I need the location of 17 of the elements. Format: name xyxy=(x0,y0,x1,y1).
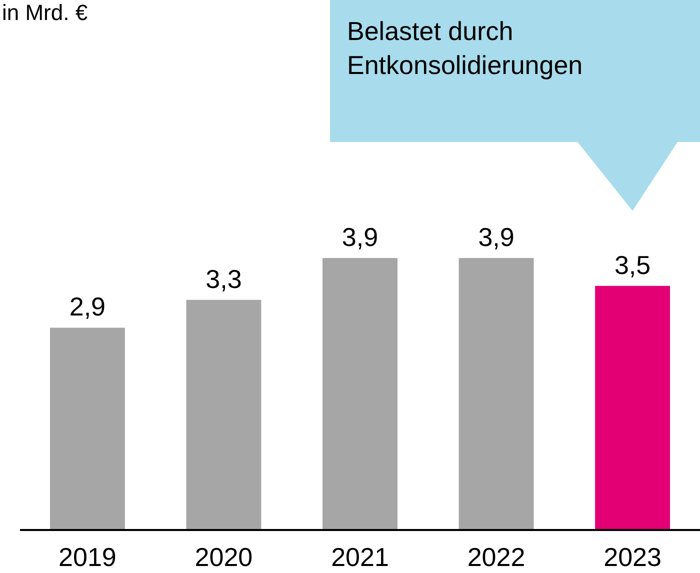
data-label: 3,9 xyxy=(342,222,378,252)
data-label: 2,9 xyxy=(69,292,106,322)
bar xyxy=(322,258,398,530)
bar xyxy=(50,328,125,530)
text: Belastet durch Entkonsolidierungen xyxy=(347,16,583,80)
data-label: 3,5 xyxy=(614,250,651,280)
x-tick-label: 2020 xyxy=(194,542,253,572)
x-tick-label: 2019 xyxy=(58,542,116,572)
data-label: 3,3 xyxy=(206,264,242,294)
chart-title: in Mrd. € xyxy=(2,0,88,25)
x-tick-label: 2023 xyxy=(604,542,662,572)
data-label: 3,9 xyxy=(478,222,514,252)
bar xyxy=(595,286,670,530)
x-tick-label: 2022 xyxy=(467,542,526,572)
x-tick-label: 2021 xyxy=(331,542,389,572)
bar xyxy=(458,258,534,530)
bar xyxy=(186,300,262,530)
